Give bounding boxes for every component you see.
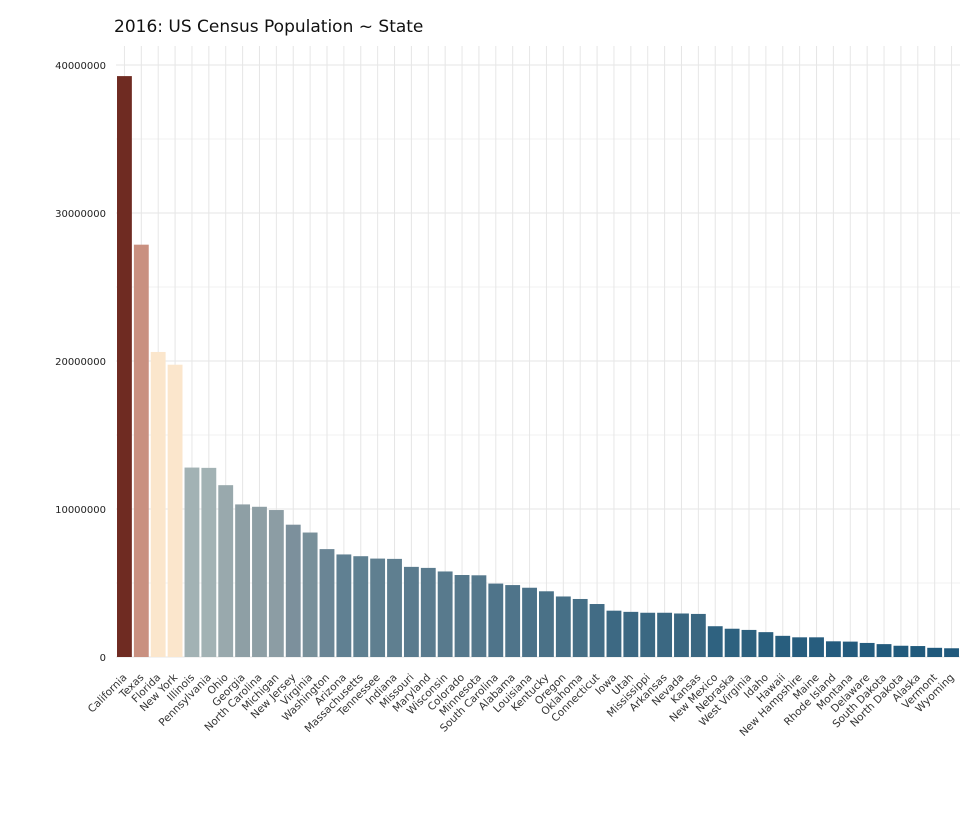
bar [117, 76, 132, 658]
bar [353, 556, 369, 657]
bar [201, 467, 217, 657]
bar [606, 610, 622, 657]
bar [184, 467, 200, 657]
bar [133, 244, 149, 658]
bar [302, 532, 318, 657]
bar [758, 632, 774, 657]
bar [522, 587, 537, 657]
bar [876, 644, 892, 657]
bar [589, 604, 605, 657]
bar [420, 567, 436, 657]
bar [859, 642, 875, 657]
y-tick-label: 40000000 [55, 61, 106, 72]
y-tick-label: 20000000 [55, 357, 106, 368]
bar [167, 364, 183, 657]
y-axis: 0 10000000 20000000 30000000 40000000 [55, 61, 106, 664]
y-tick-label: 10000000 [55, 505, 106, 516]
bar [674, 613, 689, 657]
bar [454, 575, 470, 657]
bar [370, 558, 386, 657]
bar [336, 554, 352, 657]
bar [893, 645, 909, 657]
bar [927, 647, 943, 657]
bar [809, 637, 824, 657]
bars [117, 76, 959, 658]
bar [775, 635, 791, 657]
bar [741, 629, 757, 657]
bar [437, 571, 453, 657]
bar [285, 524, 301, 657]
bar [235, 504, 251, 657]
chart-title: 2016: US Census Population ~ State [114, 17, 423, 37]
bar [724, 628, 740, 657]
bar [825, 641, 841, 657]
bar [555, 596, 571, 657]
bar [505, 585, 521, 657]
bar [657, 612, 673, 657]
bar [539, 591, 554, 657]
bar [944, 648, 959, 657]
y-tick-label: 30000000 [55, 209, 106, 220]
bar [471, 575, 487, 657]
bar [572, 598, 588, 657]
bar [150, 351, 166, 657]
bar [319, 549, 335, 657]
bar [488, 583, 504, 657]
bar [623, 611, 639, 657]
bar [252, 506, 267, 657]
bar [707, 626, 723, 657]
bar [842, 641, 858, 657]
bar [792, 637, 808, 657]
bar [910, 646, 926, 657]
y-tick-label: 0 [100, 653, 106, 664]
bar [640, 612, 656, 657]
bar [387, 558, 402, 657]
bar [690, 613, 706, 657]
bar [403, 566, 419, 657]
bar [268, 510, 284, 657]
bar [218, 485, 234, 657]
